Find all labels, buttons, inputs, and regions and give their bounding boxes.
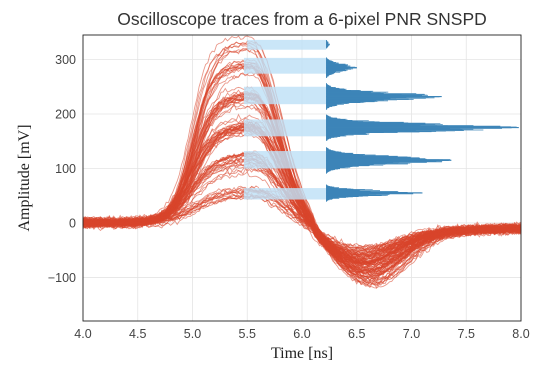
x-tick-label: 7.0 bbox=[403, 327, 420, 341]
amplitude-histogram bbox=[243, 39, 519, 202]
x-tick-label: 6.0 bbox=[293, 327, 310, 341]
photon-band-5 bbox=[243, 57, 327, 74]
photon-band-1 bbox=[243, 188, 327, 200]
x-tick-label: 5.5 bbox=[239, 327, 256, 341]
y-tick-label: −100 bbox=[48, 271, 76, 285]
plot-frame bbox=[82, 34, 522, 322]
x-tick-label: 4.5 bbox=[129, 327, 146, 341]
trace-line bbox=[82, 41, 522, 285]
photon-band-3 bbox=[243, 119, 327, 137]
chart-title: Oscilloscope traces from a 6-pixel PNR S… bbox=[117, 9, 487, 29]
x-tick-labels: 4.0 4.5 5.0 5.5 6.0 6.5 7.0 7.5 8.0 bbox=[74, 327, 529, 341]
x-tick-label: 7.5 bbox=[458, 327, 475, 341]
y-tick-label: 0 bbox=[69, 216, 76, 230]
x-tick-label: 4.0 bbox=[74, 327, 91, 341]
trace-line bbox=[82, 48, 522, 287]
x-tick-label: 5.0 bbox=[184, 327, 201, 341]
photon-band-4 bbox=[243, 86, 327, 105]
grid bbox=[82, 35, 522, 321]
y-tick-label: 300 bbox=[55, 53, 76, 67]
x-axis-label: Time [ns] bbox=[271, 345, 333, 362]
x-tick-label: 8.0 bbox=[512, 327, 529, 341]
photon-band-6 bbox=[247, 39, 327, 50]
photon-band-2 bbox=[243, 151, 327, 169]
y-tick-label: 100 bbox=[55, 162, 76, 176]
x-tick-label: 6.5 bbox=[348, 327, 365, 341]
y-axis-label: Amplitude [mV] bbox=[16, 124, 33, 231]
y-tick-label: 200 bbox=[55, 107, 76, 121]
y-tick-labels: 300 200 100 0 −100 bbox=[48, 53, 76, 285]
